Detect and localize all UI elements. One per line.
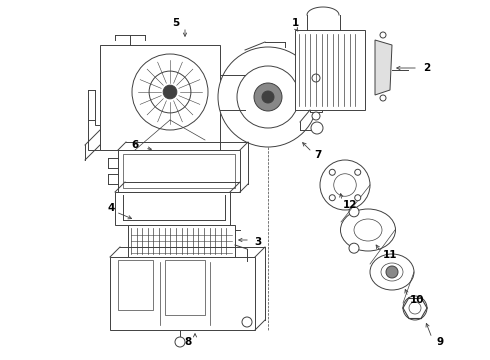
- Bar: [118, 150, 240, 192]
- Circle shape: [355, 195, 361, 201]
- Text: 9: 9: [437, 337, 443, 347]
- Circle shape: [312, 74, 320, 82]
- Circle shape: [237, 66, 299, 128]
- Ellipse shape: [354, 219, 382, 241]
- Circle shape: [149, 71, 191, 113]
- Circle shape: [163, 85, 177, 99]
- Circle shape: [409, 302, 421, 314]
- Text: 8: 8: [184, 337, 192, 347]
- Circle shape: [349, 243, 359, 253]
- Bar: [100, 45, 220, 150]
- Bar: [295, 30, 365, 110]
- Circle shape: [380, 32, 386, 38]
- Circle shape: [218, 47, 318, 147]
- Text: 6: 6: [131, 140, 139, 150]
- Bar: [115, 192, 230, 225]
- Text: 7: 7: [314, 150, 322, 160]
- Circle shape: [262, 91, 274, 103]
- Circle shape: [386, 266, 398, 278]
- Text: 10: 10: [410, 295, 424, 305]
- Circle shape: [132, 54, 208, 130]
- Circle shape: [380, 95, 386, 101]
- Circle shape: [175, 337, 185, 347]
- Text: 11: 11: [383, 250, 397, 260]
- Circle shape: [403, 296, 427, 320]
- Circle shape: [242, 317, 252, 327]
- Text: 3: 3: [254, 237, 262, 247]
- Text: 1: 1: [292, 18, 298, 28]
- Ellipse shape: [381, 263, 403, 281]
- Circle shape: [320, 160, 370, 210]
- Circle shape: [334, 174, 356, 196]
- Bar: [310, 82, 322, 112]
- Ellipse shape: [341, 209, 395, 251]
- Circle shape: [329, 169, 335, 175]
- Circle shape: [349, 207, 359, 217]
- Text: 2: 2: [423, 63, 431, 73]
- Text: 12: 12: [343, 200, 357, 210]
- Polygon shape: [88, 120, 100, 150]
- Text: 4: 4: [107, 203, 115, 213]
- Bar: [165, 260, 205, 315]
- Circle shape: [254, 83, 282, 111]
- Circle shape: [311, 122, 323, 134]
- Polygon shape: [375, 40, 392, 95]
- Bar: [128, 225, 235, 257]
- Text: 5: 5: [172, 18, 180, 28]
- Ellipse shape: [370, 254, 414, 290]
- Circle shape: [355, 169, 361, 175]
- Circle shape: [329, 195, 335, 201]
- Bar: [123, 154, 235, 188]
- Bar: [118, 260, 153, 310]
- Circle shape: [312, 112, 320, 120]
- Bar: [110, 257, 255, 330]
